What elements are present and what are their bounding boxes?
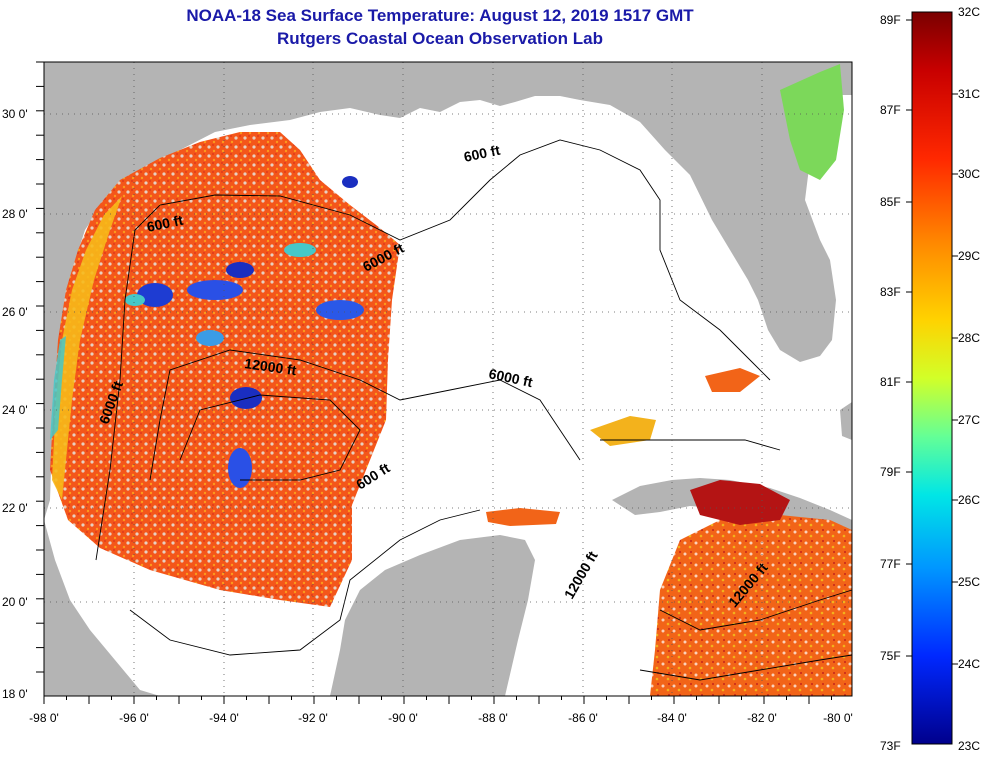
lat-label-18: 18 0'	[2, 687, 28, 701]
lon-label-94: -94 0'	[209, 711, 239, 725]
lat-label-22: 22 0'	[2, 501, 28, 515]
colorbar-label-26C: 26C	[958, 493, 980, 507]
lat-label-26: 26 0'	[2, 305, 28, 319]
sst-florida-strip	[780, 64, 844, 180]
lat-label-20: 20 0'	[2, 595, 28, 609]
lon-label-88: -88 0'	[478, 711, 508, 725]
axis-ticks	[36, 61, 832, 704]
colorbar-label-89F: 89F	[880, 13, 901, 27]
lon-label-92: -92 0'	[298, 711, 328, 725]
colorbar-label-77F: 77F	[880, 557, 901, 571]
colorbar-label-29C: 29C	[958, 249, 980, 263]
lat-label-30: 30 0'	[2, 107, 28, 121]
colorbar-label-24C: 24C	[958, 657, 980, 671]
sst-yucatan-strip	[486, 508, 560, 526]
colorbar-label-87F: 87F	[880, 103, 901, 117]
colorbar-label-25C: 25C	[958, 575, 980, 589]
sst-swath-west	[50, 132, 400, 607]
colorbar-label-23C: 23C	[958, 739, 980, 753]
colorbar	[911, 11, 953, 745]
sst-east-patch	[590, 416, 656, 446]
sst-hot-spot	[690, 480, 790, 525]
sst-cool-eddies	[125, 176, 364, 488]
lon-label-90: -90 0'	[388, 711, 418, 725]
bahamas-land	[840, 402, 852, 440]
sst-swath-caribbean	[650, 515, 852, 696]
contour-label-600ft-north: 600 ft	[145, 212, 184, 235]
graticule-grid	[44, 62, 852, 696]
lat-label-24: 24 0'	[2, 403, 28, 417]
us-gulf-coast-land	[44, 62, 852, 520]
chart-subtitle: Rutgers Coastal Ocean Observation Lab	[277, 29, 603, 48]
colorbar-label-32C: 32C	[958, 5, 980, 19]
lon-label-80: -80 0'	[823, 711, 853, 725]
lon-label-84: -84 0'	[657, 711, 687, 725]
lon-label-98: -98 0'	[29, 711, 59, 725]
colorbar-label-85F: 85F	[880, 195, 901, 209]
chart-title: NOAA-18 Sea Surface Temperature: August …	[186, 6, 694, 25]
colorbar-label-75F: 75F	[880, 649, 901, 663]
colorbar-label-83F: 83F	[880, 285, 901, 299]
sst-nearshore-band	[52, 196, 122, 500]
bathymetry-contours	[95, 139, 853, 681]
colorbar-label-30C: 30C	[958, 167, 980, 181]
colorbar-label-73F: 73F	[880, 739, 901, 753]
yucatan-land	[330, 535, 535, 696]
colorbar-label-81F: 81F	[880, 375, 901, 389]
colorbar-label-28C: 28C	[958, 331, 980, 345]
lon-label-86: -86 0'	[568, 711, 598, 725]
sst-coastal-cool-band	[50, 336, 66, 440]
lon-label-96: -96 0'	[119, 711, 149, 725]
sst-keys-patch	[705, 368, 760, 392]
colorbar-label-27C: 27C	[958, 413, 980, 427]
colorbar-label-79F: 79F	[880, 465, 901, 479]
lon-label-82: -82 0'	[747, 711, 777, 725]
colorbar-label-31C: 31C	[958, 87, 980, 101]
mexico-land	[44, 520, 160, 696]
lat-label-28: 28 0'	[2, 207, 28, 221]
colorbar-ticks	[906, 19, 958, 665]
contour-label-12000ft-west: 12000 ft	[244, 355, 298, 378]
contour-label-600ft-shelf: 600 ft	[462, 142, 501, 165]
